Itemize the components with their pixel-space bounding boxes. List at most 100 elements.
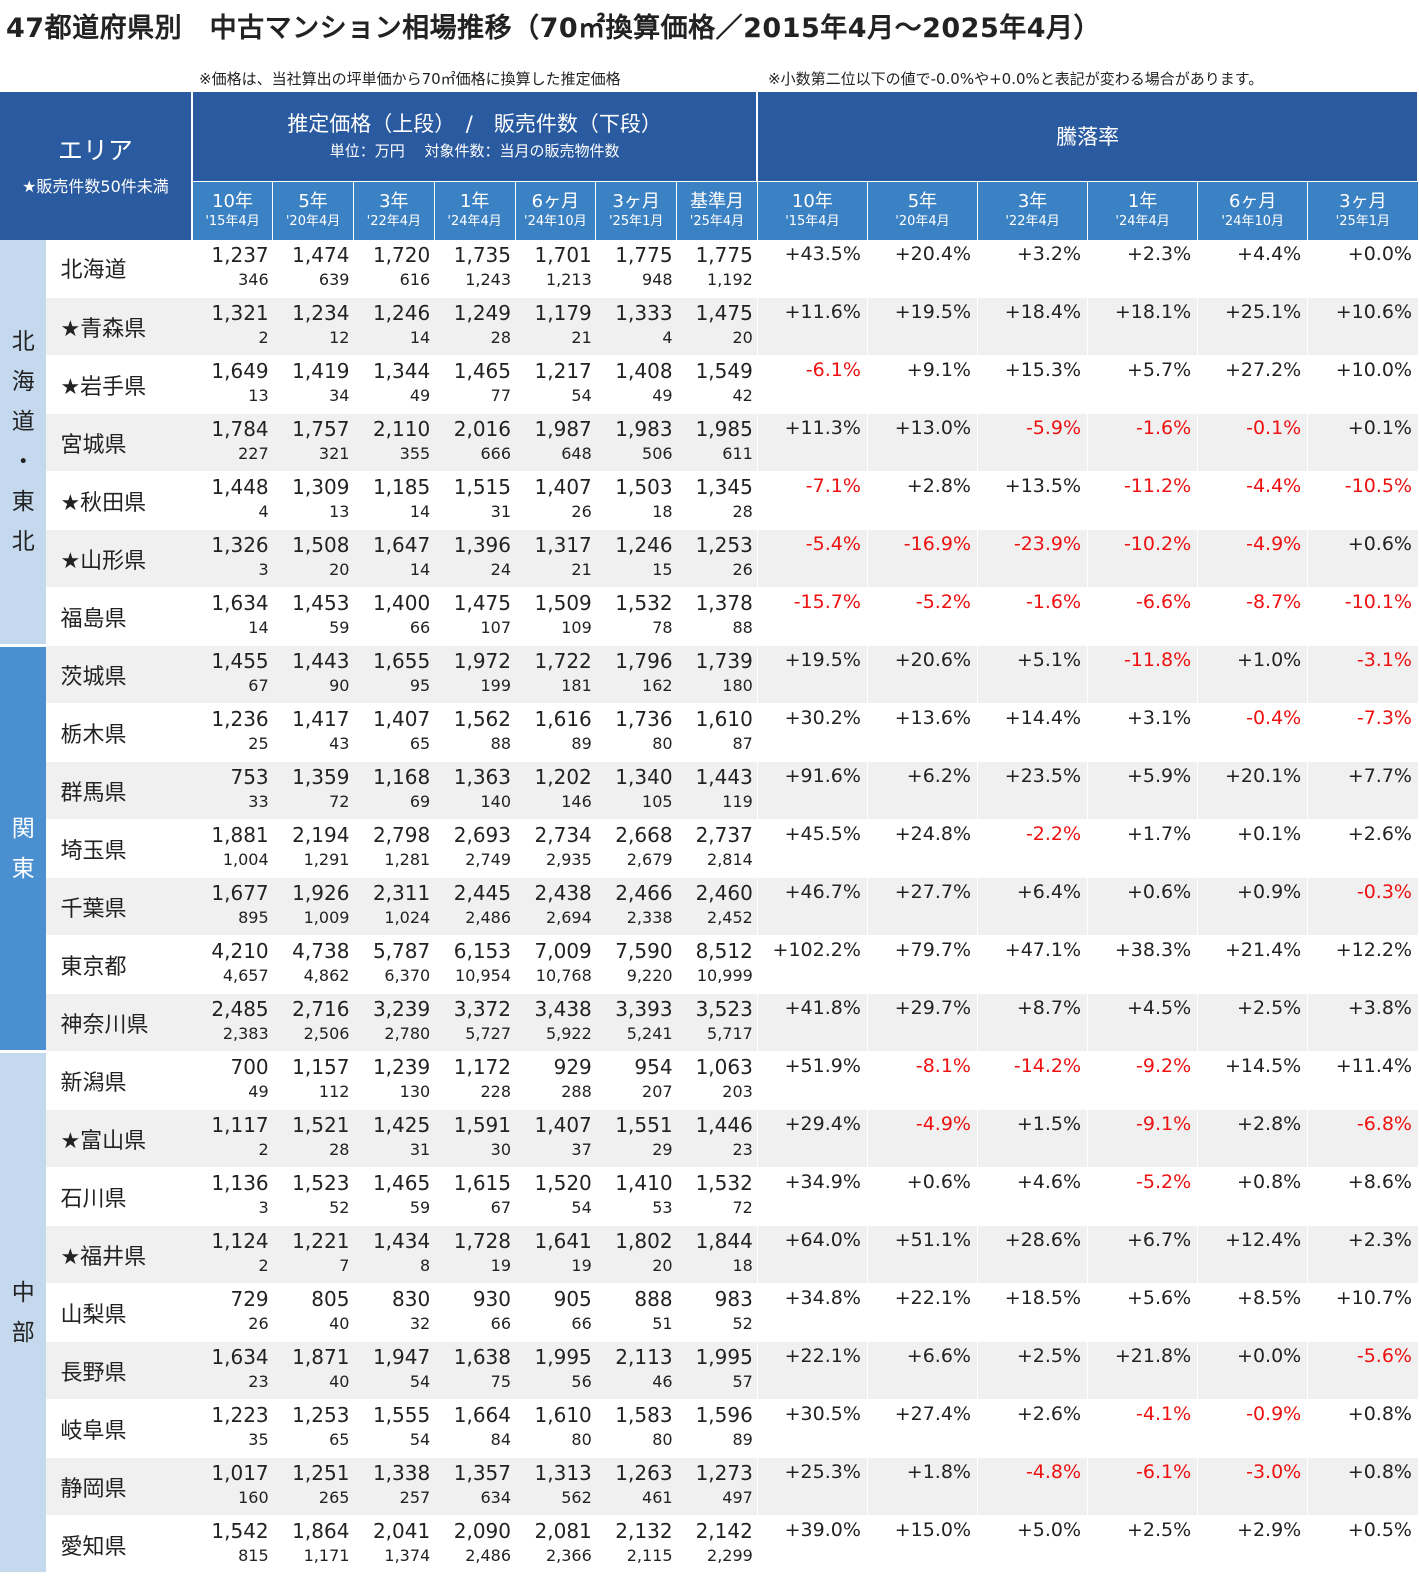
listing-count: 14 bbox=[409, 502, 431, 521]
prefecture-name: 群馬県 bbox=[46, 761, 192, 820]
listing-count: 9,220 bbox=[626, 966, 673, 985]
listing-count: 199 bbox=[480, 676, 511, 695]
table-row: 東京都 4,210 4,657 4,738 4,862 5,787 6,370 6,153 10… bbox=[0, 935, 1418, 994]
change-rate: +22.1% bbox=[866, 1283, 978, 1342]
table-row: 中部新潟県 700 49 1,157 112 1,239 130 1,172 228 929 288… bbox=[0, 1051, 1418, 1575]
change-rate: -2.2% bbox=[976, 819, 1088, 878]
listing-count: 21 bbox=[571, 560, 592, 579]
listing-count: 59 bbox=[329, 618, 350, 637]
listing-count: 40 bbox=[329, 1372, 350, 1391]
price-cell: 1,448 4 bbox=[191, 471, 273, 530]
price-cell: 1,947 54 bbox=[353, 1341, 435, 1400]
change-rate: -3.0% bbox=[1197, 1457, 1308, 1516]
change-rate: +43.5% bbox=[756, 239, 868, 298]
estimated-price: 753 bbox=[230, 765, 269, 789]
listing-count: 2,299 bbox=[707, 1546, 753, 1565]
price-cell: 1,407 37 bbox=[515, 1109, 596, 1168]
change-rate: -0.1% bbox=[1197, 413, 1308, 472]
change-rate: +3.1% bbox=[1087, 703, 1198, 762]
price-cell: 1,521 28 bbox=[272, 1109, 354, 1168]
change-rate: +45.5% bbox=[756, 819, 868, 878]
estimated-price: 7,009 bbox=[534, 939, 592, 963]
listing-count: 66 bbox=[490, 1314, 511, 1333]
listing-count: 207 bbox=[642, 1082, 673, 1101]
listing-count: 52 bbox=[329, 1198, 350, 1217]
change-rate: +20.1% bbox=[1197, 761, 1308, 820]
change-rate: +19.5% bbox=[866, 297, 978, 356]
listing-count: 26 bbox=[248, 1314, 269, 1333]
price-cell: 1,419 34 bbox=[272, 355, 354, 414]
change-rate: +14.4% bbox=[976, 703, 1088, 762]
price-cell: 2,466 2,338 bbox=[595, 877, 677, 936]
estimated-price: 1,253 bbox=[292, 1403, 350, 1427]
estimated-price: 1,434 bbox=[372, 1229, 431, 1253]
listing-count: 14 bbox=[409, 560, 431, 579]
estimated-price: 2,693 bbox=[453, 823, 511, 847]
estimated-price: 3,372 bbox=[453, 997, 511, 1021]
price-cell: 1,549 42 bbox=[676, 355, 758, 414]
change-rate: +27.4% bbox=[866, 1399, 978, 1458]
estimated-price: 1,136 bbox=[211, 1171, 269, 1195]
price-cell: 1,263 461 bbox=[595, 1457, 677, 1516]
estimated-price: 1,309 bbox=[292, 475, 350, 499]
change-rate: +0.8% bbox=[1307, 1457, 1418, 1516]
table-row: 群馬県 753 33 1,359 72 1,168 69 1,363 140 1,202 146 1,… bbox=[0, 761, 1418, 820]
price-cell: 1,338 257 bbox=[353, 1457, 435, 1516]
estimated-price: 1,172 bbox=[453, 1055, 511, 1079]
table-row: 北海道・東北北海道 1,237 346 1,474 639 1,720 616 1,735 1,… bbox=[0, 239, 1418, 647]
estimated-price: 1,615 bbox=[453, 1171, 511, 1195]
price-cell: 1,596 89 bbox=[676, 1399, 758, 1458]
prefecture-name: 茨城県 bbox=[46, 645, 192, 704]
listing-count: 4,657 bbox=[222, 966, 269, 985]
price-cell: 1,202 146 bbox=[515, 761, 596, 820]
change-rate: +28.6% bbox=[976, 1225, 1088, 1284]
listing-count: 109 bbox=[561, 618, 592, 637]
estimated-price: 1,273 bbox=[695, 1461, 753, 1485]
price-col-date: '20年4月 bbox=[285, 214, 341, 229]
change-rate: +2.5% bbox=[1087, 1515, 1198, 1574]
price-cell: 929 288 bbox=[515, 1051, 596, 1110]
listing-count: 2,506 bbox=[303, 1024, 350, 1043]
price-cell: 2,311 1,024 bbox=[353, 877, 435, 936]
estimated-price: 1,359 bbox=[292, 765, 350, 789]
listing-count: 54 bbox=[571, 1198, 592, 1217]
change-rate: -11.8% bbox=[1087, 645, 1198, 704]
change-rate: +25.3% bbox=[756, 1457, 868, 1516]
table-row: 長野県 1,634 23 1,871 40 1,947 54 1,638 75 1,995 56 2,… bbox=[0, 1341, 1418, 1400]
area-header-sub: ★販売件数50件未満 bbox=[22, 176, 169, 196]
price-col-header: 10年 '15年4月 bbox=[191, 180, 274, 240]
price-cell: 1,638 75 bbox=[434, 1341, 515, 1400]
price-cell: 2,194 1,291 bbox=[272, 819, 354, 878]
listing-count: 140 bbox=[480, 792, 511, 811]
listing-count: 43 bbox=[329, 734, 350, 753]
price-col-date: '22年4月 bbox=[366, 214, 422, 229]
price-cell: 1,317 21 bbox=[515, 529, 596, 588]
listing-count: 65 bbox=[329, 1430, 350, 1449]
change-rate: -4.9% bbox=[866, 1109, 978, 1168]
table-row: ★山形県 1,326 3 1,508 20 1,647 14 1,396 24 1,317 21 1,… bbox=[0, 529, 1418, 588]
estimated-price: 1,735 bbox=[453, 242, 511, 267]
change-rate: +10.0% bbox=[1307, 355, 1418, 414]
estimated-price: 1,417 bbox=[292, 707, 350, 731]
table-row: 宮城県 1,784 227 1,757 321 2,110 355 2,016 666 1,987… bbox=[0, 413, 1418, 472]
area-header-label: エリア bbox=[57, 135, 133, 165]
listing-count: 648 bbox=[561, 444, 592, 463]
listing-count: 2,679 bbox=[626, 850, 673, 869]
listing-count: 33 bbox=[248, 792, 269, 811]
change-rate: +1.5% bbox=[976, 1109, 1088, 1168]
estimated-price: 1,638 bbox=[453, 1345, 511, 1369]
listing-count: 162 bbox=[642, 676, 673, 695]
price-table: エリア ★販売件数50件未満 推定価格（上段） / 販売件数（下段） 単位：万円… bbox=[0, 92, 1419, 1575]
change-rate: +34.8% bbox=[756, 1283, 868, 1342]
change-rate: -9.2% bbox=[1087, 1051, 1198, 1110]
price-cell: 1,357 634 bbox=[434, 1457, 515, 1516]
estimated-price: 1,655 bbox=[372, 649, 431, 673]
change-rate: +13.6% bbox=[866, 703, 978, 762]
change-rate: +46.7% bbox=[756, 877, 868, 936]
price-cell: 1,649 13 bbox=[191, 355, 273, 414]
price-cell: 1,234 12 bbox=[272, 297, 354, 356]
estimated-price: 1,720 bbox=[372, 242, 431, 267]
price-cell: 1,236 25 bbox=[191, 703, 273, 762]
price-cell: 1,972 199 bbox=[434, 645, 515, 704]
listing-count: 14 bbox=[248, 618, 269, 637]
